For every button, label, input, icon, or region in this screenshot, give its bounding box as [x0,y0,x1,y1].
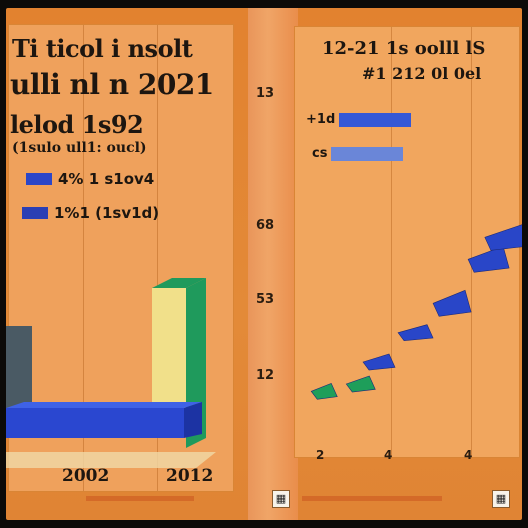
legend-label: 1%1 (1sv1d) [54,204,160,222]
legend-swatch [22,207,48,219]
x-label-year: 2002 [62,466,110,486]
scatter-point [310,382,338,400]
bar-blue [6,408,184,438]
gridline [391,27,392,457]
left-title-line-2: ulli nl n 2021 [10,68,214,101]
gridline [157,25,158,491]
right-title: 12-21 1s oolll lS [322,38,486,59]
y-tick-label: 53 [256,292,275,307]
right-subtitle: #1 212 0l 0el [362,64,482,83]
footer-bar [86,496,194,501]
gridline [471,27,472,457]
scatter-point [397,324,434,341]
x-tick-label: 2 [316,448,325,462]
x-tick-label: 4 [384,448,393,462]
legend-swatch [339,112,412,127]
chart-frame: Ti ticol i nsolt ulli nl n 2021 lelod 1s… [6,8,522,520]
y-tick-label: 68 [256,218,275,233]
y-tick-label: 12 [256,368,275,383]
legend-swatch [331,146,404,161]
legend-label: +1d [306,112,336,127]
center-divider [248,8,298,520]
left-title-line-1: Ti ticol i nsolt [12,34,193,63]
bar-blue-side [184,402,202,438]
right-legend-item: +1d [306,112,412,127]
legend-label: 4% 1 s1ov4 [58,170,155,188]
scatter-point [484,224,522,251]
left-legend-item: 4% 1 s1ov4 [26,170,154,188]
footer-bar [302,496,442,501]
y-tick-label: 13 [256,86,275,101]
footer-grid-icon[interactable]: ▦ [272,490,290,508]
bar-yellow-top [152,278,206,288]
legend-swatch [26,173,52,185]
scatter-point [362,353,396,371]
right-legend-item: cs [312,146,404,161]
bar-floor [6,452,216,468]
scatter-point [345,375,376,393]
bar-blue-top [6,402,202,408]
scatter-point [432,289,472,317]
left-title-line-3: lelod 1s92 [10,110,144,139]
chart-svg [6,224,522,468]
footer-grid-icon[interactable]: ▦ [492,490,510,508]
left-legend-item: 1%1 (1sv1d) [22,204,159,222]
x-tick-label: 4 [464,448,473,462]
scatter-point [467,245,510,273]
left-title-line-4: (1sulo ull1: oucl) [12,140,147,156]
x-label-year: 2012 [166,466,214,486]
legend-label: cs [312,146,328,161]
gridline [83,25,84,491]
